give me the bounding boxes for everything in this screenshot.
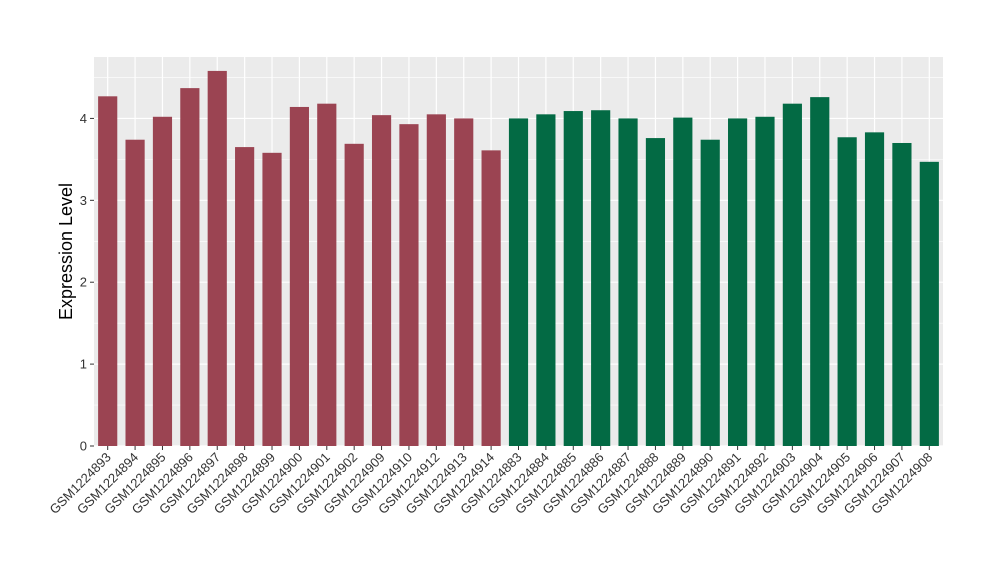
bar bbox=[755, 116, 775, 447]
bar bbox=[289, 106, 309, 447]
bar bbox=[645, 138, 666, 446]
bar bbox=[673, 117, 693, 446]
bar bbox=[317, 103, 337, 447]
bar bbox=[618, 118, 638, 446]
bar bbox=[892, 142, 912, 446]
bar bbox=[837, 137, 857, 446]
bar bbox=[152, 116, 173, 447]
y-tick-label: 1 bbox=[80, 357, 87, 372]
bar bbox=[481, 150, 501, 447]
bar bbox=[782, 103, 802, 447]
bar bbox=[207, 70, 227, 446]
bar bbox=[180, 88, 200, 447]
y-tick-label: 4 bbox=[80, 111, 87, 126]
bar bbox=[344, 143, 364, 447]
bar bbox=[262, 152, 282, 447]
x-axis: GSM1224893GSM1224894GSM1224895GSM1224896… bbox=[46, 446, 935, 517]
y-tick-label: 2 bbox=[80, 275, 87, 290]
bar bbox=[810, 97, 830, 446]
bar bbox=[563, 111, 583, 446]
y-tick-label: 3 bbox=[80, 193, 87, 208]
bar bbox=[399, 124, 419, 446]
bars bbox=[98, 70, 939, 447]
bar bbox=[919, 161, 939, 446]
bar bbox=[536, 114, 556, 446]
bar bbox=[591, 110, 611, 447]
bar bbox=[98, 96, 118, 446]
bar bbox=[426, 114, 446, 446]
bar bbox=[508, 118, 529, 446]
y-axis: 0 1 2 3 4 bbox=[80, 111, 94, 454]
bar bbox=[728, 118, 748, 446]
bar bbox=[371, 115, 392, 446]
bar bbox=[454, 118, 474, 446]
bar bbox=[700, 139, 720, 446]
bar bbox=[235, 147, 255, 446]
y-tick-label: 0 bbox=[80, 439, 87, 454]
y-axis-title: Expression Level bbox=[56, 183, 76, 320]
bar bbox=[125, 139, 145, 446]
bar bbox=[864, 132, 885, 447]
